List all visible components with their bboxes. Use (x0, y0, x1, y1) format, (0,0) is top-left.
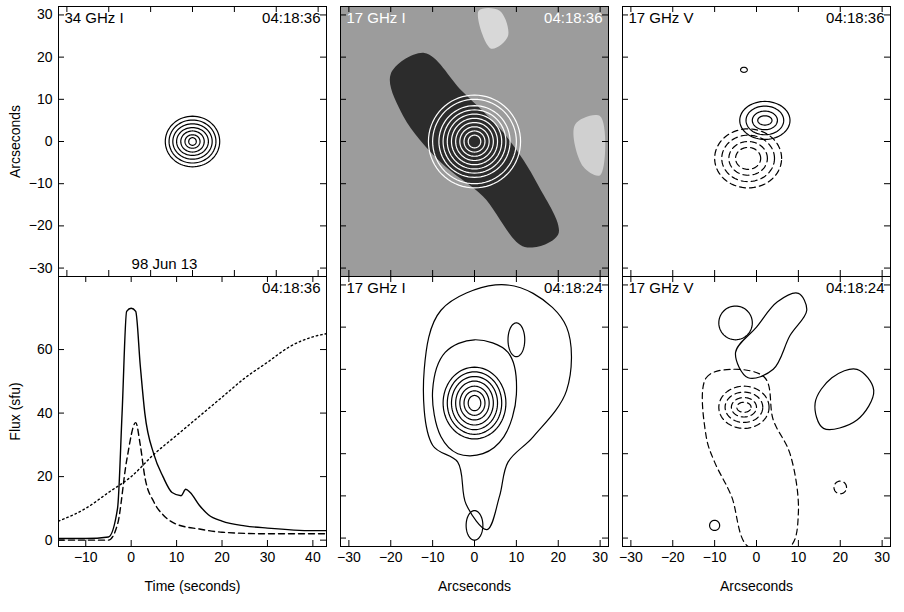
svg-text:10: 10 (791, 549, 807, 565)
svg-text:0: 0 (127, 549, 135, 565)
svg-text:Flux (sfu): Flux (sfu) (7, 382, 23, 440)
svg-text:Arcseconds: Arcseconds (438, 578, 511, 594)
svg-text:20: 20 (214, 549, 230, 565)
svg-text:40: 40 (37, 405, 53, 421)
svg-text:04:18:36: 04:18:36 (262, 279, 320, 296)
svg-text:30: 30 (260, 549, 276, 565)
svg-text:04:18:36: 04:18:36 (262, 9, 320, 26)
svg-text:0: 0 (45, 532, 53, 548)
svg-text:0: 0 (471, 549, 479, 565)
svg-text:20: 20 (832, 549, 848, 565)
svg-text:−30: −30 (337, 549, 361, 565)
svg-text:30: 30 (592, 549, 608, 565)
svg-text:04:18:24: 04:18:24 (826, 279, 884, 296)
svg-text:17 GHz I: 17 GHz I (347, 9, 406, 26)
svg-text:−10: −10 (421, 549, 445, 565)
svg-text:10: 10 (37, 91, 53, 107)
svg-text:17 GHz V: 17 GHz V (629, 9, 694, 26)
svg-text:04:18:24: 04:18:24 (544, 279, 602, 296)
svg-text:Time (seconds): Time (seconds) (145, 578, 241, 594)
svg-text:30: 30 (874, 549, 890, 565)
svg-text:04:18:36: 04:18:36 (544, 9, 602, 26)
svg-text:−20: −20 (29, 217, 53, 233)
svg-text:−20: −20 (379, 549, 403, 565)
svg-text:20: 20 (37, 468, 53, 484)
svg-text:98 Jun 13: 98 Jun 13 (132, 255, 198, 272)
svg-text:60: 60 (37, 341, 53, 357)
svg-text:04:18:36: 04:18:36 (826, 9, 884, 26)
svg-text:−20: −20 (661, 549, 685, 565)
svg-text:−30: −30 (619, 549, 643, 565)
svg-text:40: 40 (305, 549, 321, 565)
svg-text:Arcseconds: Arcseconds (720, 578, 793, 594)
svg-text:−10: −10 (29, 175, 53, 191)
svg-text:20: 20 (37, 49, 53, 65)
svg-text:0: 0 (45, 133, 53, 149)
svg-text:−30: −30 (29, 260, 53, 276)
svg-text:30: 30 (37, 6, 53, 22)
svg-text:Arcseconds: Arcseconds (7, 105, 23, 178)
svg-text:−10: −10 (703, 549, 727, 565)
svg-text:20: 20 (550, 549, 566, 565)
svg-text:17 GHz V: 17 GHz V (629, 279, 694, 296)
svg-text:10: 10 (509, 549, 525, 565)
svg-text:17 GHz I: 17 GHz I (347, 279, 406, 296)
svg-text:−10: −10 (74, 549, 98, 565)
svg-text:10: 10 (169, 549, 185, 565)
svg-text:0: 0 (753, 549, 761, 565)
svg-text:34 GHz I: 34 GHz I (65, 9, 124, 26)
